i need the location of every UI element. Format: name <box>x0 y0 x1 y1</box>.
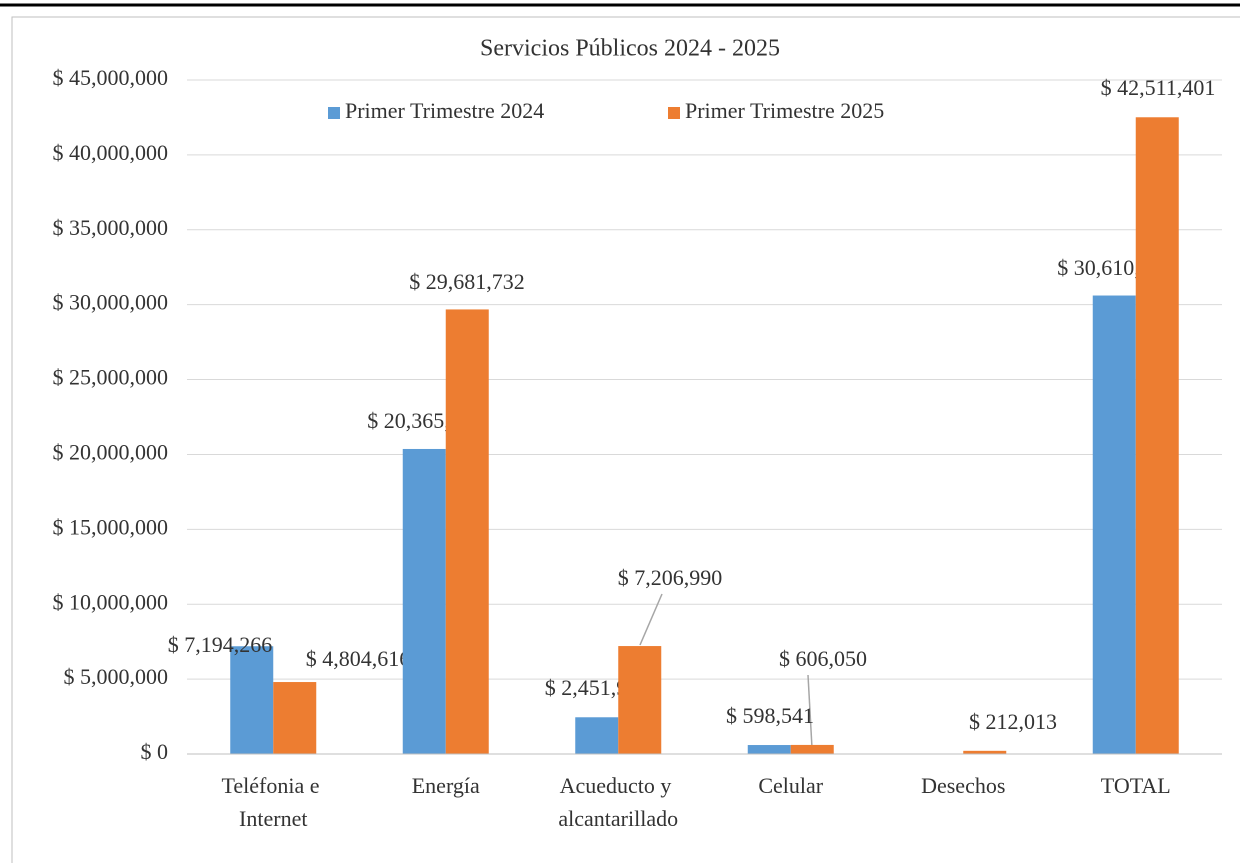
data-label: $ 7,194,266 <box>168 632 273 657</box>
legend-label: Primer Trimestre 2024 <box>345 98 544 123</box>
y-tick-label: $ 0 <box>141 739 169 764</box>
x-tick-label: Celular <box>758 773 823 798</box>
bar <box>618 646 662 754</box>
data-label: $ 7,206,990 <box>618 565 723 590</box>
data-label: $ 598,541 <box>726 703 814 728</box>
y-tick-label: $ 25,000,000 <box>53 365 169 390</box>
y-tick-label: $ 30,000,000 <box>53 290 169 315</box>
y-tick-label: $ 20,000,000 <box>53 439 169 464</box>
bar <box>230 646 274 754</box>
y-tick-label: $ 45,000,000 <box>53 65 169 90</box>
data-label: $ 606,050 <box>779 646 867 671</box>
bar <box>575 717 619 754</box>
data-label: $ 212,013 <box>969 709 1057 734</box>
leader-line <box>639 593 663 646</box>
x-tick-label-line: Acueducto y <box>560 773 677 798</box>
y-tick-label: $ 5,000,000 <box>64 664 169 689</box>
bar <box>963 750 1007 754</box>
y-tick-label: $ 35,000,000 <box>53 215 169 240</box>
data-label: $ 4,804,616 <box>306 646 411 671</box>
legend-label: Primer Trimestre 2025 <box>685 98 884 123</box>
x-tick-label-line: Internet <box>239 806 307 831</box>
x-tick-label-line: Teléfonia e <box>221 773 325 798</box>
bar <box>747 745 791 754</box>
legend-swatch <box>668 107 680 119</box>
y-tick-label: $ 15,000,000 <box>53 514 169 539</box>
x-tick-label: Acueducto y alcantarillado <box>558 773 678 831</box>
data-label: $ 29,681,732 <box>409 269 525 294</box>
data-label: $ 42,511,401 <box>1101 75 1216 100</box>
bar <box>1092 295 1136 754</box>
chart-title: Servicios Públicos 2024 - 2025 <box>480 36 780 62</box>
x-tick-label: TOTAL <box>1101 773 1171 798</box>
y-tick-label: $ 10,000,000 <box>53 589 169 614</box>
bar <box>445 309 489 754</box>
bar <box>273 682 317 754</box>
x-tick-label-line: alcantarillado <box>558 806 678 831</box>
leader-line <box>807 674 813 749</box>
y-tick-label: $ 40,000,000 <box>53 140 169 165</box>
x-tick-label: Desechos <box>921 773 1005 798</box>
bar <box>1135 117 1179 754</box>
chart-frame <box>11 16 1240 863</box>
legend-swatch <box>328 107 340 119</box>
bar <box>402 448 446 754</box>
bar <box>790 744 834 754</box>
x-tick-label: Energía <box>412 773 480 798</box>
x-tick-label: Teléfonia e Internet <box>221 773 325 831</box>
